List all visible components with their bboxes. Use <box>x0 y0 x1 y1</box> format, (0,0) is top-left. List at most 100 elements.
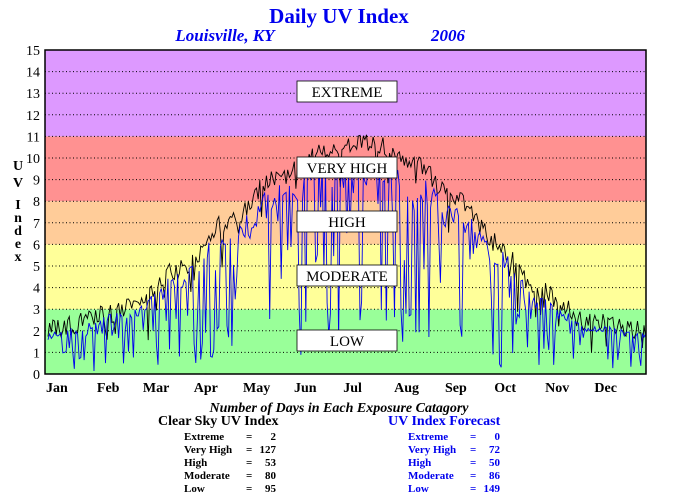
x-tick-label: Mar <box>143 381 169 396</box>
x-tick-label: Aug <box>394 381 419 396</box>
clear-sky-stat-value: 80 <box>265 470 276 482</box>
y-tick-label: 8 <box>33 195 40 210</box>
forecast-stat-equals: = <box>470 431 477 443</box>
forecast-stat-label: Low <box>408 483 429 495</box>
clear-sky-stat-row: Low = 95 <box>184 483 278 496</box>
clear-sky-stat-equals: = <box>246 457 253 469</box>
forecast-stat-row: Extreme = 0 <box>408 431 500 444</box>
y-tick-label: 13 <box>26 87 40 102</box>
category-label-extreme: EXTREME <box>312 85 383 101</box>
forecast-stat-row: Moderate = 86 <box>408 470 500 483</box>
x-tick-label: Nov <box>545 381 569 396</box>
clear-sky-stat-value: 127 <box>259 444 277 456</box>
chart-title: Daily UV Index <box>269 4 409 28</box>
y-axis-label-letter: n <box>14 211 22 226</box>
x-tick-label: May <box>243 381 270 396</box>
forecast-stat-equals: = <box>470 444 477 456</box>
y-axis-label-letter: e <box>15 237 21 252</box>
y-tick-label: 9 <box>33 174 40 189</box>
clear-sky-stat-label: Very High <box>184 444 233 456</box>
clear-sky-stat-row: High = 53 <box>184 457 278 470</box>
clear-sky-stat-equals: = <box>246 431 253 443</box>
category-box-extreme <box>296 80 398 103</box>
clear-sky-stat-value: 53 <box>265 457 276 469</box>
y-tick-label: 6 <box>33 238 40 253</box>
y-tick-label: 10 <box>26 152 40 167</box>
forecast-stat-value: 72 <box>489 444 500 456</box>
clear-sky-stats: Clear Sky UV Index Extreme = 2 Very High = 12… <box>158 414 278 496</box>
category-label-high: HIGH <box>328 215 366 231</box>
forecast-stat-value: 0 <box>494 431 501 443</box>
x-tick-label: Apr <box>194 381 218 396</box>
x-tick-label: Jan <box>46 381 68 396</box>
forecast-stats: UV Index Forecast Extreme = 0 Very High = 72 H… <box>388 414 500 496</box>
clear-sky-stat-label: High <box>184 457 208 469</box>
y-tick-label: 0 <box>33 368 40 383</box>
series-lines <box>47 134 647 372</box>
year-label: 2006 <box>430 26 466 45</box>
category-box-low <box>296 329 398 352</box>
clear-sky-stat-equals: = <box>246 444 253 456</box>
category-box-high <box>296 210 398 233</box>
y-axis-label-letter: U <box>13 159 23 174</box>
forecast-stat-row: High = 50 <box>408 457 500 470</box>
forecast-stat-row: Very High = 72 <box>408 444 500 457</box>
category-box-very-high <box>296 156 398 179</box>
x-tick-label: Jul <box>343 381 362 396</box>
clear-sky-stat-equals: = <box>246 483 253 495</box>
x-tick-label: Sep <box>445 381 467 396</box>
x-tick-label: Oct <box>494 381 516 396</box>
y-axis-label-letter: d <box>14 224 22 239</box>
clear-sky-line <box>47 134 647 353</box>
y-tick-label: 2 <box>33 325 40 340</box>
y-tick-label: 5 <box>33 260 40 275</box>
clear-sky-stat-label: Moderate <box>184 470 230 482</box>
y-axis-label-letter: I <box>15 198 20 213</box>
clear-sky-stat-label: Extreme <box>184 431 225 443</box>
y-tick-label: 7 <box>33 217 40 232</box>
y-tick-label: 1 <box>33 346 40 361</box>
clear-sky-stat-label: Low <box>184 483 205 495</box>
forecast-stat-label: High <box>408 457 432 469</box>
clear-sky-heading: Clear Sky UV Index <box>158 414 279 429</box>
forecast-stat-value: 86 <box>489 470 500 482</box>
x-tick-label: Jun <box>294 381 317 396</box>
y-tick-label: 11 <box>27 130 40 145</box>
category-labels: LOW MODERATE HIGH VERY HIGH EXTREME <box>296 80 398 352</box>
forecast-line <box>47 158 647 372</box>
x-tick-label: Dec <box>594 381 617 396</box>
clear-sky-stat-row: Moderate = 80 <box>184 470 278 483</box>
clear-sky-stat-value: 2 <box>270 431 277 443</box>
forecast-heading: UV Index Forecast <box>388 414 501 429</box>
y-tick-label: 15 <box>26 44 40 59</box>
forecast-stat-equals: = <box>470 470 477 482</box>
forecast-stat-equals: = <box>470 457 477 469</box>
forecast-stat-equals: = <box>470 483 477 495</box>
clear-sky-stat-row: Very High = 127 <box>184 444 278 457</box>
y-tick-label: 12 <box>26 109 40 124</box>
category-box-moderate <box>296 264 398 287</box>
forecast-stat-label: Extreme <box>408 431 449 443</box>
forecast-stat-label: Very High <box>408 444 457 456</box>
y-tick-label: 4 <box>33 282 40 297</box>
clear-sky-stat-row: Extreme = 2 <box>184 431 278 444</box>
category-label-very-high: VERY HIGH <box>307 161 388 177</box>
stats-subtitle: Number of Days in Each Exposure Catagory <box>208 401 469 416</box>
x-tick-label: Feb <box>97 381 120 396</box>
plot-frame <box>44 49 647 375</box>
category-label-moderate: MODERATE <box>306 269 388 285</box>
y-tick-label: 14 <box>26 66 40 81</box>
forecast-stat-label: Moderate <box>408 470 454 482</box>
y-axis-label-letter: x <box>15 250 22 265</box>
clear-sky-stat-value: 95 <box>265 483 276 495</box>
y-axis-label-letter: V <box>13 176 23 191</box>
forecast-stat-row: Low = 149 <box>408 483 500 496</box>
clear-sky-stat-equals: = <box>246 470 253 482</box>
location-label: Louisville, KY <box>174 26 276 45</box>
category-label-low: LOW <box>330 334 365 350</box>
forecast-stat-value: 149 <box>483 483 501 495</box>
x-tick-labels: Jan Feb Mar Apr May Jun Jul Aug Sep Oct Nov Dec <box>46 381 617 396</box>
